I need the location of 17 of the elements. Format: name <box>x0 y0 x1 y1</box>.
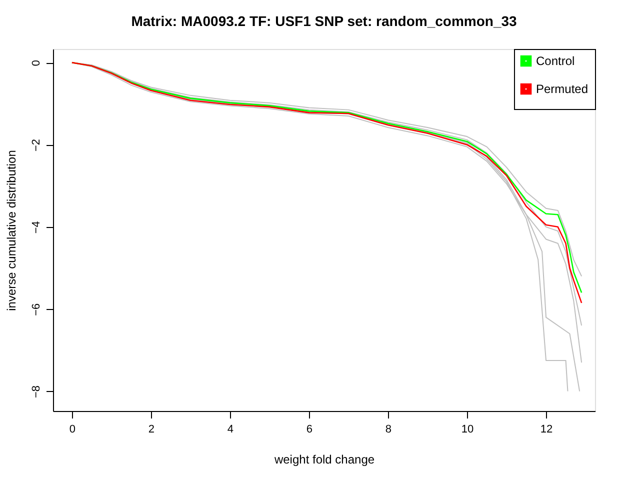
legend-label: Control <box>536 54 575 68</box>
x-tick-label: 12 <box>540 424 553 436</box>
x-tick-label: 2 <box>148 424 155 436</box>
y-tick-label: −2 <box>30 138 42 152</box>
x-tick-label: 4 <box>227 424 234 436</box>
x-tick-label: 6 <box>306 424 313 436</box>
x-axis-title: weight fold change <box>273 452 375 466</box>
y-tick-label: 0 <box>30 60 42 66</box>
chart-title: Matrix: MA0093.2 TF: USF1 SNP set: random_common_33 <box>131 13 518 29</box>
legend-label: Permuted <box>536 82 588 96</box>
y-axis-title: inverse cumulative distribution <box>4 150 18 311</box>
y-tick-label: −6 <box>30 303 42 316</box>
y-tick-label: −4 <box>30 221 42 234</box>
x-tick-label: 10 <box>461 424 474 436</box>
x-tick-label: 0 <box>69 424 76 436</box>
x-tick-label: 8 <box>385 424 392 436</box>
y-tick-label: −8 <box>30 386 42 398</box>
